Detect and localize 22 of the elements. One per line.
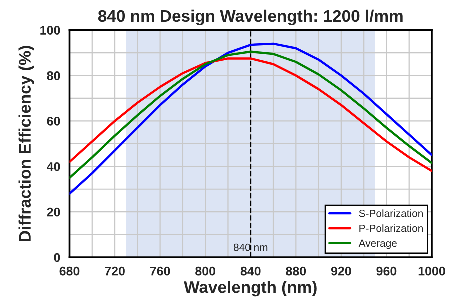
x-tick-label: 1000 [418,266,446,276]
x-tick-label: 680 [60,266,80,276]
y-axis-title: Diffraction Efficiency (%) [18,46,34,242]
y-tick-label: 100 [40,26,60,35]
chart-title: 840 nm Design Wavelength: 1200 l/mm [98,10,403,26]
x-tick-label: 760 [150,266,170,276]
x-tick-label: 920 [331,266,352,276]
x-tick-label: 840 [240,266,261,276]
y-tick-label: 0 [54,253,60,262]
x-tick-label: 960 [376,266,397,276]
y-tick-label: 40 [47,162,60,172]
legend-label: Average [358,240,397,250]
y-tick-label: 80 [47,72,60,80]
x-tick-label: 800 [196,266,216,276]
legend-label: S-Polarization [359,210,423,218]
y-tick-label: 60 [47,117,60,126]
x-axis-title: Wavelength (nm) [184,281,317,297]
y-tick-label: 20 [47,208,60,217]
x-tick-label: 880 [286,266,306,276]
line-series [70,42,432,196]
x-tick-label: 720 [105,266,125,276]
legend-label: P-Polarization [360,224,423,232]
